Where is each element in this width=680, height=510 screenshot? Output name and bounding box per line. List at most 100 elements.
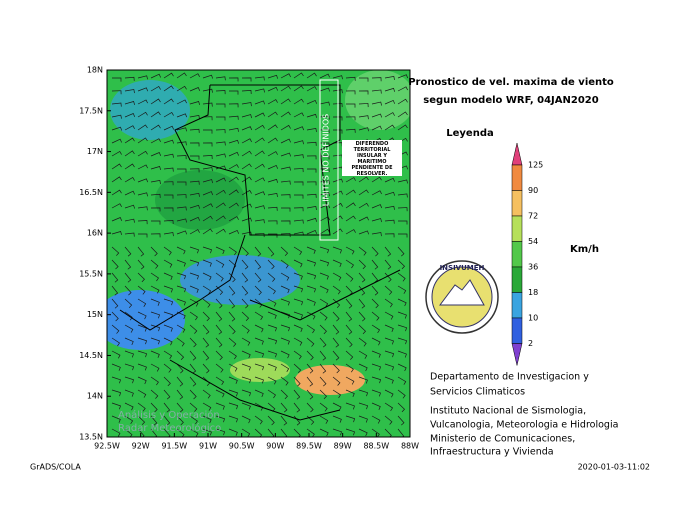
wind-barb (215, 350, 223, 361)
wind-barb (267, 99, 278, 105)
wind-barb (267, 74, 279, 79)
wind-barb (267, 415, 275, 426)
wind-barb (241, 402, 251, 410)
wind-barb (254, 285, 262, 296)
wind-barb (254, 233, 265, 238)
wind-barb (332, 324, 340, 335)
wind-barb (189, 229, 200, 235)
wind-barb (215, 103, 226, 108)
wind-barb (397, 259, 405, 270)
wind-barb (254, 163, 265, 170)
wind-barb (163, 285, 173, 293)
wind-barb (215, 259, 225, 268)
wind-barb (397, 74, 409, 79)
wind-barb (371, 125, 382, 131)
wind-barb (384, 124, 395, 131)
wind-barb (254, 376, 264, 384)
wind-barb (241, 217, 253, 222)
wind-barb (280, 389, 288, 400)
wind-barb (137, 111, 148, 118)
wind-barb (163, 207, 174, 212)
wind-barb (397, 272, 406, 282)
wind-barb (241, 298, 249, 309)
wind-barb (319, 246, 330, 254)
wind-barb (176, 230, 188, 235)
wind-barb (189, 298, 199, 307)
wind-barb (176, 272, 187, 280)
wind-barb (267, 151, 278, 157)
wind-barb (163, 98, 174, 105)
wind-barb (371, 89, 382, 94)
wind-barb (267, 428, 275, 437)
colorbar-cap (511, 343, 523, 366)
wind-barb (307, 168, 317, 173)
colorbar-segment (511, 215, 523, 242)
wind-barb (202, 228, 213, 235)
wind-barb (332, 215, 343, 222)
wind-barb (371, 363, 381, 371)
wind-barb (137, 192, 148, 197)
wind-barb (241, 138, 252, 144)
wind-barb (176, 324, 186, 333)
wind-barb (150, 376, 159, 386)
wind-barb (137, 87, 149, 92)
wind-barb (280, 402, 288, 413)
lat-label: 15N (87, 310, 103, 319)
wind-barb (267, 389, 276, 399)
wind-barb (241, 324, 250, 334)
wind-barb (228, 272, 236, 283)
wind-barb (163, 194, 174, 199)
wind-barb (202, 215, 213, 222)
wind-barb (280, 124, 291, 131)
wind-barb (111, 402, 121, 410)
wind-barb (371, 204, 383, 209)
wind-barb (150, 298, 160, 306)
wind-barb (371, 218, 382, 223)
wind-barb (254, 363, 265, 371)
wind-barb (163, 324, 173, 332)
wind-barb (176, 141, 187, 146)
wind-barb (150, 415, 158, 426)
wind-barb (150, 311, 160, 319)
wind-barb (189, 246, 199, 254)
wind-barb (150, 337, 160, 345)
wind-barb (189, 428, 199, 437)
wind-barb (176, 298, 186, 306)
wind-barb (228, 298, 236, 309)
wind-barb (150, 166, 161, 171)
wind-barb (358, 363, 368, 372)
wind-barb (176, 389, 184, 400)
wind-barb (306, 376, 314, 387)
wind-barb (332, 402, 342, 411)
wind-barb (163, 363, 172, 373)
wind-barb (241, 163, 252, 170)
wind-barb (345, 202, 356, 209)
wind-barb (358, 230, 370, 235)
logo: INSIVUMEH (425, 260, 499, 334)
wind-barb (124, 324, 134, 333)
wind-barb (176, 99, 187, 105)
wind-barb (150, 259, 159, 269)
wind-barb (228, 216, 239, 222)
colorbar-segment (511, 164, 523, 191)
wind-barb (215, 76, 226, 81)
wind-barb (176, 337, 185, 347)
wind-barb (293, 337, 303, 346)
wind-barb (215, 246, 225, 255)
wind-barb (189, 363, 197, 374)
wind-barb (111, 138, 122, 144)
wind-barb (137, 150, 148, 157)
wind-barb (137, 337, 148, 345)
wind-barb (124, 232, 135, 237)
wind-barb (111, 298, 119, 309)
wind-barb (371, 285, 379, 296)
wind-barb (202, 363, 210, 374)
lon-label: 91W (199, 442, 217, 451)
wind-barb (254, 337, 264, 345)
wind-barb (241, 350, 251, 359)
wind-barb (124, 101, 135, 106)
wind-barb (384, 112, 395, 118)
wind-barb (254, 191, 266, 196)
wind-barb (397, 246, 405, 257)
lon-label: 92W (132, 442, 150, 451)
